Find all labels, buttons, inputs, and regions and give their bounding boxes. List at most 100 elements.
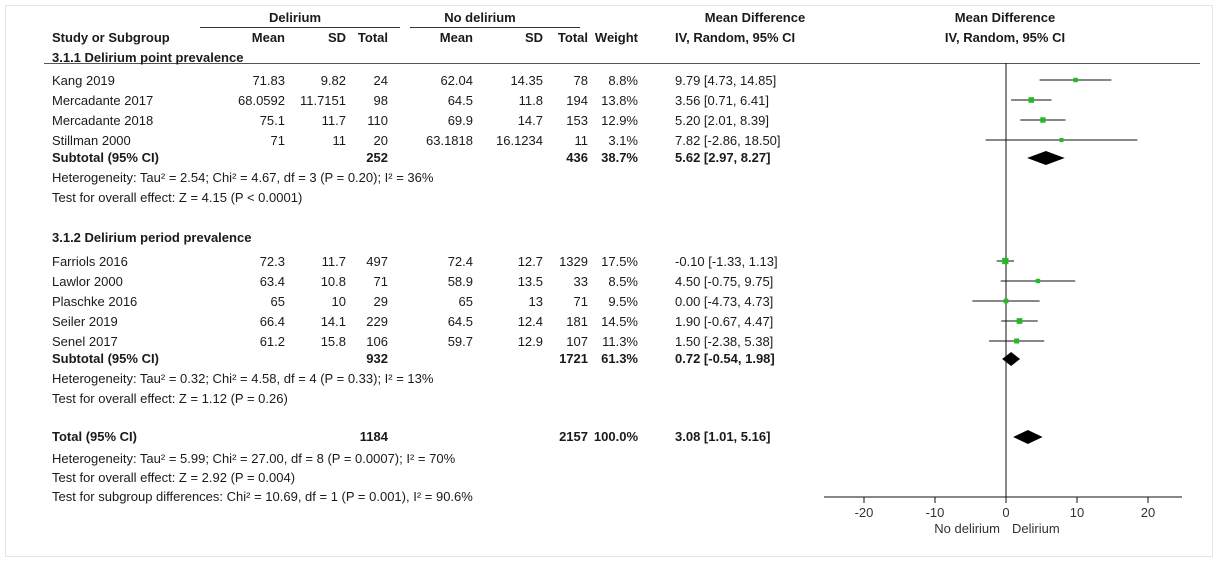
sd2: 14.7 [517, 113, 543, 128]
mean2: 69.9 [447, 113, 473, 128]
subtotal-ci: 5.62 [2.97, 8.27] [675, 150, 771, 165]
total1: 71 [373, 274, 388, 289]
total2: 33 [573, 274, 588, 289]
sd1: 11 [332, 133, 347, 148]
mean2: 65 [458, 294, 473, 309]
total1: 106 [366, 334, 388, 349]
effect-ci: 3.56 [0.71, 6.41] [675, 93, 769, 108]
effect-ci: -0.10 [-1.33, 1.13] [675, 254, 778, 269]
subtotal-weight: 61.3% [601, 351, 638, 366]
weight: 11.3% [602, 334, 638, 349]
weight: 17.5% [601, 254, 638, 269]
total1: 229 [366, 314, 388, 329]
sd2: 13.5 [517, 274, 543, 289]
study-name: Senel 2017 [52, 334, 118, 349]
study-name: Seiler 2019 [52, 314, 118, 329]
group2-underline [410, 27, 580, 28]
sd2: 11.8 [518, 93, 543, 108]
total1: 20 [373, 133, 388, 148]
effect-ci: 5.20 [2.01, 8.39] [675, 113, 769, 128]
subtotal-ci: 0.72 [-0.54, 1.98] [675, 351, 775, 366]
effect-ci: 4.50 [-0.75, 9.75] [675, 274, 774, 289]
sd1: 11.7 [321, 113, 346, 128]
subtotal-label: Subtotal (95% CI) [52, 351, 159, 366]
weight: 3.1% [608, 133, 638, 148]
total1: 24 [373, 73, 388, 88]
total-total2: 2157 [559, 429, 588, 444]
mean1: 68.0592 [238, 93, 285, 108]
total1: 497 [366, 254, 388, 269]
overall-effect-text: Test for overall effect: Z = 4.15 (P < 0… [52, 190, 303, 205]
subtotal-weight: 38.7% [601, 150, 638, 165]
mean2: 64.5 [447, 314, 473, 329]
study-name: Lawlor 2000 [52, 274, 123, 289]
col-plot-ci: IV, Random, 95% CI [944, 30, 1066, 45]
subgroup-title: 3.1.2 Delirium period prevalence [52, 230, 252, 245]
mean2: 63.1818 [426, 133, 473, 148]
sd1: 10.8 [320, 274, 346, 289]
sd2: 13 [528, 294, 543, 309]
effect-ci: 0.00 [-4.73, 4.73] [675, 294, 774, 309]
study-name: Mercadante 2017 [52, 93, 154, 108]
weight: 8.8% [608, 73, 638, 88]
sd1: 11.7 [321, 254, 346, 269]
mean1: 72.3 [259, 254, 285, 269]
col-sd1: SD [327, 30, 346, 45]
subtotal-total2: 1721 [559, 351, 588, 366]
total2: 107 [566, 334, 588, 349]
mean2: 64.5 [447, 93, 473, 108]
weight: 9.5% [608, 294, 638, 309]
study-name: Mercadante 2018 [52, 113, 154, 128]
sd1: 15.8 [320, 334, 346, 349]
plot-header: Mean Difference [954, 10, 1056, 25]
mean2: 72.4 [447, 254, 473, 269]
sd1: 14.1 [320, 314, 346, 329]
figure-frame [5, 5, 1213, 557]
study-name: Stillman 2000 [52, 133, 131, 148]
mean2: 59.7 [447, 334, 473, 349]
subgroup-differences-text: Test for subgroup differences: Chi² = 10… [52, 489, 473, 504]
col-total1: Total [357, 30, 388, 45]
overall-effect-text: Test for overall effect: Z = 1.12 (P = 0… [52, 391, 288, 406]
col-study: Study or Subgroup [52, 30, 170, 45]
mean1: 63.4 [259, 274, 285, 289]
header-rule [44, 63, 1200, 64]
weight: 8.5% [608, 274, 638, 289]
mean2: 62.04 [440, 73, 473, 88]
heterogeneity-text: Heterogeneity: Tau² = 2.54; Chi² = 4.67,… [52, 170, 434, 185]
total2: 1329 [559, 254, 588, 269]
sd2: 16.1234 [496, 133, 543, 148]
subtotal-total1: 252 [366, 150, 388, 165]
subtotal-total2: 436 [566, 150, 588, 165]
mean1: 65 [270, 294, 285, 309]
weight: 12.9% [601, 113, 638, 128]
total1: 29 [373, 294, 388, 309]
total-ci: 3.08 [1.01, 5.16] [675, 429, 771, 444]
effect-ci: 7.82 [-2.86, 18.50] [675, 133, 781, 148]
total2: 181 [566, 314, 588, 329]
study-name: Kang 2019 [52, 73, 115, 88]
group1-underline [200, 27, 400, 28]
group2-header: No delirium [444, 10, 516, 25]
mean2: 58.9 [447, 274, 473, 289]
total-weight: 100.0% [593, 429, 638, 444]
total1: 110 [367, 113, 388, 128]
total2: 194 [566, 93, 588, 108]
total2: 153 [566, 113, 588, 128]
sd2: 12.4 [517, 314, 543, 329]
mean1: 61.2 [259, 334, 285, 349]
total-total1: 1184 [359, 429, 388, 444]
sd2: 12.7 [517, 254, 543, 269]
total2: 11 [574, 133, 589, 148]
effect-ci: 1.90 [-0.67, 4.47] [675, 314, 774, 329]
weight: 14.5% [601, 314, 638, 329]
total2: 78 [573, 73, 588, 88]
effect-header: Mean Difference [704, 10, 806, 25]
sd1: 11.7151 [299, 93, 346, 108]
subgroup-title: 3.1.1 Delirium point prevalence [52, 50, 244, 65]
mean1: 66.4 [259, 314, 285, 329]
subtotal-total1: 932 [366, 351, 388, 366]
col-total2: Total [557, 30, 588, 45]
total-label: Total (95% CI) [52, 429, 137, 444]
mean1: 75.1 [259, 113, 285, 128]
